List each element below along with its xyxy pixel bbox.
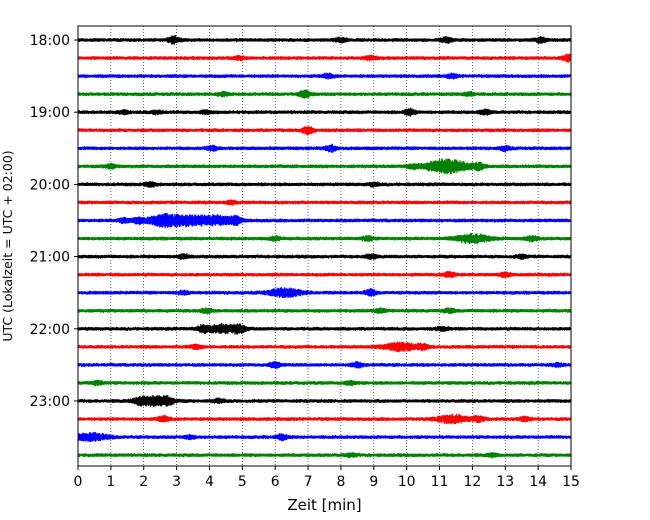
x-tick-label: 12 (463, 474, 481, 490)
y-axis: 18:00 19:00 20:00 21:00 22:00 23:00 (30, 33, 78, 410)
trace-row (77, 322, 572, 335)
x-tick-label: 4 (205, 474, 214, 490)
trace-row (77, 360, 572, 369)
x-tick-label: 8 (336, 474, 345, 490)
y-tick-label: 21:00 (30, 250, 70, 266)
trace-row (77, 53, 572, 63)
y-tick-label: 23:00 (30, 394, 70, 410)
trace-row (77, 143, 572, 153)
x-axis-label: Zeit [min] (287, 496, 361, 514)
x-tick-label: 1 (106, 474, 115, 490)
trace-row (77, 341, 572, 353)
trace-row (77, 72, 572, 80)
x-tick-label: 5 (238, 474, 247, 490)
x-tick-label: 3 (172, 474, 181, 490)
trace-row (77, 287, 572, 299)
y-tick-label: 18:00 (30, 33, 70, 49)
trace-row (77, 212, 572, 229)
y-tick-label: 20:00 (30, 177, 70, 193)
trace-row (77, 270, 572, 279)
trace-row (77, 431, 572, 443)
trace-row (77, 379, 572, 387)
x-tick-label: 11 (431, 474, 449, 490)
x-tick-label: 15 (562, 474, 580, 490)
x-axis: 0 1 2 3 4 5 6 7 8 9 10 11 12 13 14 15 (74, 466, 580, 490)
trace-row (77, 35, 572, 45)
y-tick-label: 19:00 (30, 105, 70, 121)
x-tick-label: 6 (271, 474, 280, 490)
x-tick-label: 2 (139, 474, 148, 490)
trace-row (77, 158, 572, 175)
x-tick-label: 10 (398, 474, 416, 490)
grid-lines (110, 26, 539, 466)
trace-row (77, 89, 572, 99)
trace-row (77, 395, 572, 407)
trace-row (77, 307, 572, 315)
plot-frame (77, 25, 572, 467)
seismic-traces (77, 35, 572, 459)
trace-row (77, 253, 572, 261)
x-tick-label: 13 (496, 474, 514, 490)
trace-row (77, 232, 572, 245)
trace-row (77, 413, 572, 425)
y-tick-label: 22:00 (30, 322, 70, 338)
x-tick-label: 14 (529, 474, 547, 490)
trace-row (77, 126, 572, 136)
x-tick-label: 9 (369, 474, 378, 490)
y-axis-label: UTC (Lokalzeit = UTC + 02:00) (0, 150, 15, 341)
trace-row (77, 199, 572, 206)
x-tick-label: 0 (74, 474, 83, 490)
trace-row (77, 181, 572, 188)
trace-row (77, 451, 572, 459)
trace-row (77, 107, 572, 117)
x-tick-label: 7 (304, 474, 313, 490)
